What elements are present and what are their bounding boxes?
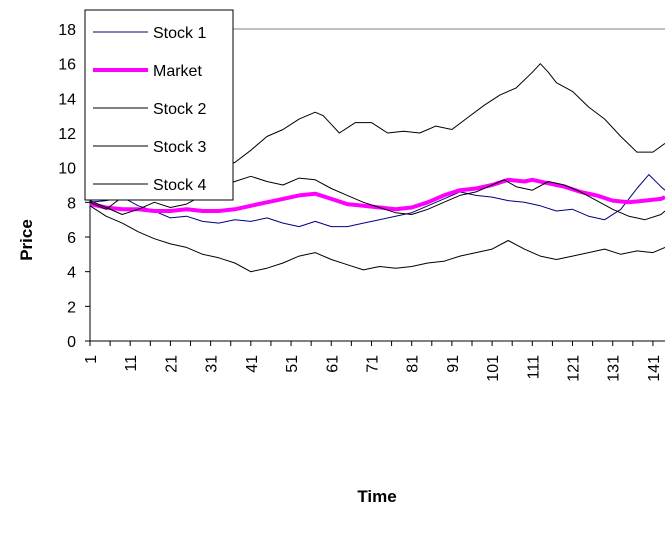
y-tick-label: 16 [58, 57, 76, 74]
legend-label-stock-1: Stock 1 [153, 25, 206, 42]
y-tick-label: 12 [58, 126, 76, 143]
series-line-stock-3 [89, 205, 665, 273]
x-tick-label: 11 [123, 355, 140, 372]
x-tick-label: 121 [566, 355, 583, 382]
legend-label-stock-2: Stock 2 [153, 101, 206, 118]
x-tick-label: 31 [204, 355, 221, 373]
x-tick-label: 111 [525, 355, 542, 379]
legend-label-market: Market [153, 63, 202, 80]
legend-box [84, 9, 234, 201]
y-tick-label: 6 [67, 230, 76, 247]
x-tick-label: 61 [324, 355, 341, 373]
x-axis: 1 11 21 31 41 51 61 71 81 91 101 111 121 131 141 [83, 341, 663, 382]
x-tick-label: 81 [405, 355, 422, 373]
y-tick-label: 2 [67, 299, 76, 316]
legend-label-stock-4: Stock 4 [153, 177, 206, 194]
x-tick-label: 141 [646, 355, 663, 382]
x-tick-label: 41 [244, 355, 261, 373]
legend: Stock 1 Market Stock 2 Stock 3 Stock 4 [84, 9, 234, 201]
legend-label-stock-3: Stock 3 [153, 139, 206, 156]
y-axis-title: Price [17, 219, 36, 261]
y-tick-label: 10 [58, 161, 76, 178]
x-tick-label: 131 [606, 355, 623, 382]
y-tick-label: 8 [67, 195, 76, 212]
x-tick-label: 91 [445, 355, 462, 373]
y-tick-label: 14 [58, 91, 76, 108]
x-tick-label: 101 [485, 355, 502, 382]
x-tick-label: 51 [284, 355, 301, 373]
y-tick-label: 4 [67, 265, 76, 282]
x-tick-label: 1 [83, 355, 100, 364]
x-tick-label: 21 [163, 355, 180, 373]
y-tick-label: 0 [67, 334, 76, 351]
y-tick-label: 18 [58, 22, 76, 39]
x-tick-label: 71 [364, 355, 381, 373]
series-line-stock-1 [89, 174, 665, 228]
x-axis-title: Time [357, 487, 396, 506]
series-line-stock-4 [89, 175, 665, 221]
